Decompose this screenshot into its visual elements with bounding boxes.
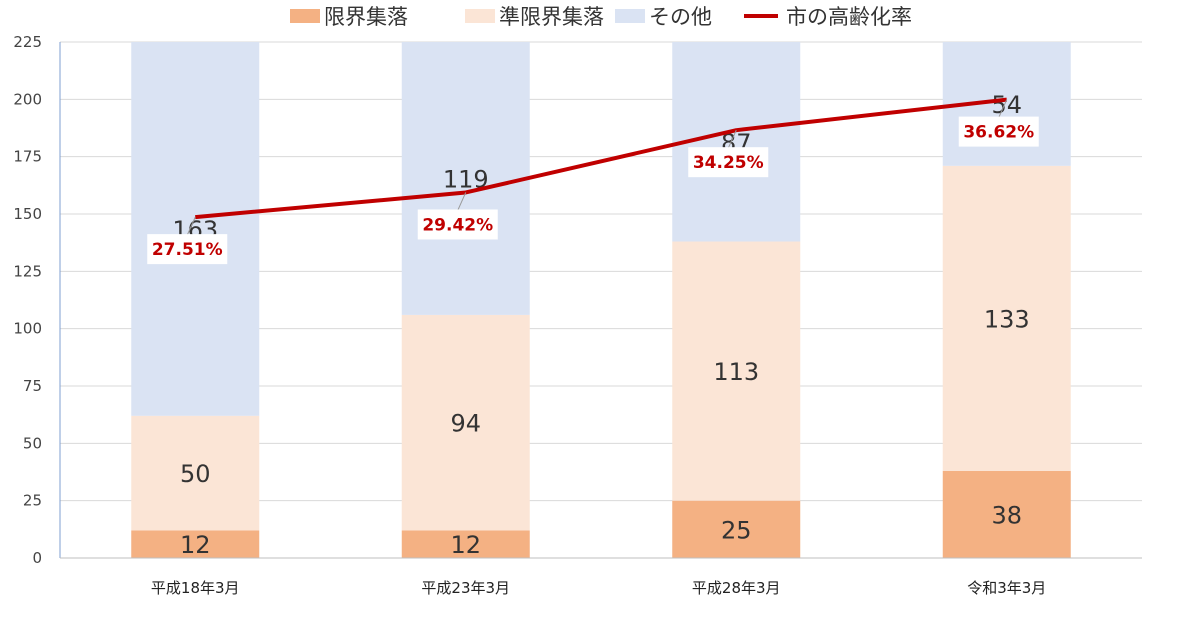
rate-leader-line (457, 192, 467, 211)
bar-value-label: 25 (721, 516, 752, 544)
rate-label-box (147, 234, 228, 265)
rate-value-label: 36.62% (963, 123, 1034, 143)
x-axis: 平成18年3月 平成23年3月 平成28年3月 令和3年3月 (151, 579, 1046, 597)
rate-value-label: 34.25% (693, 153, 764, 173)
bar-value-label: 38 (991, 501, 1022, 529)
bar-value-label: 50 (180, 460, 211, 488)
y-tick-label: 75 (23, 377, 42, 395)
rate-leader-line (998, 99, 1008, 118)
y-tick-label: 225 (13, 33, 42, 51)
bar-segment (131, 530, 260, 558)
legend-label: 準限界集落 (499, 5, 604, 29)
legend-label: 限界集落 (324, 5, 408, 29)
bar-value-label: 94 (450, 410, 481, 438)
x-tick-label: 平成18年3月 (151, 579, 240, 597)
y-tick-label: 200 (13, 90, 42, 108)
bar-segment (131, 415, 260, 531)
x-tick-label: 平成23年3月 (421, 579, 510, 597)
y-tick-label: 175 (13, 148, 42, 166)
bar-value-label: 113 (713, 358, 759, 386)
y-tick-label: 150 (13, 205, 42, 223)
y-tick-label: 50 (23, 434, 42, 452)
bar-segment (401, 530, 530, 558)
bar-value-label: 12 (180, 531, 211, 559)
legend-swatch (465, 9, 495, 23)
rate-value-label: 29.42% (422, 215, 493, 235)
rate-line-path (195, 97, 1007, 220)
legend-swatch (290, 9, 320, 23)
bar-segment (942, 470, 1071, 558)
rate-label-box (417, 209, 498, 240)
rate-value-label: 27.51% (152, 240, 223, 260)
y-tick-label: 0 (32, 549, 42, 567)
legend: 限界集落 準限界集落 その他 市の高齢化率 (290, 5, 912, 29)
bar-segment (672, 241, 801, 501)
x-tick-label: 平成28年3月 (692, 579, 781, 597)
y-tick-label: 125 (13, 262, 42, 280)
legend-label: 市の高齢化率 (786, 5, 912, 29)
aging-rate-line: 27.51% 29.42% 34.25% 36.62% (147, 97, 1039, 265)
bar-segment (942, 165, 1071, 471)
legend-swatch (615, 9, 645, 23)
y-tick-label: 100 (13, 320, 42, 338)
bar-value-label: 12 (450, 531, 481, 559)
bars (131, 42, 1071, 558)
bar-segment (131, 42, 260, 416)
bar-value-label: 133 (984, 305, 1030, 333)
bar-segment (401, 314, 530, 531)
rate-label-box (958, 116, 1039, 147)
rate-leader-line (186, 216, 196, 236)
bar-segment (401, 42, 530, 315)
bar-segment (672, 500, 801, 558)
x-tick-label: 令和3年3月 (967, 579, 1046, 597)
rate-leader-line (727, 129, 737, 149)
legend-label: その他 (649, 5, 712, 29)
y-tick-label: 25 (23, 492, 42, 510)
rate-label-box (688, 147, 769, 178)
y-axis: 0 25 50 75 100 125 150 175 200 225 (13, 33, 1142, 567)
bar-value-label: 54 (991, 91, 1022, 119)
